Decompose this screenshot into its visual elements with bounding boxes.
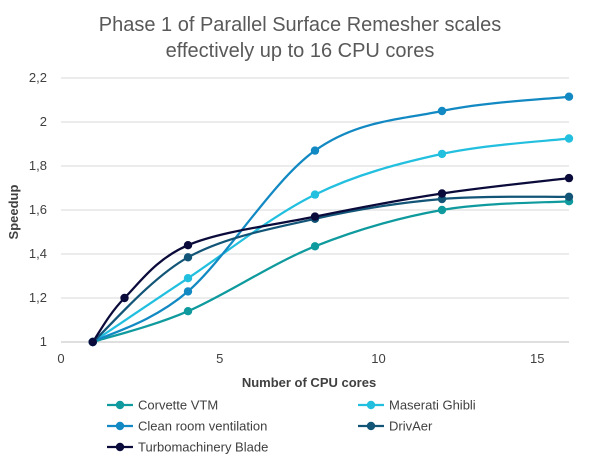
- x-tick-label: 15: [530, 351, 544, 366]
- y-tick-label: 2,2: [29, 70, 47, 85]
- legend-marker: [366, 400, 376, 410]
- series-line: [92, 200, 570, 344]
- data-point: [564, 92, 574, 101]
- data-point: [437, 189, 447, 198]
- data-point: [183, 307, 193, 316]
- legend-label: Turbomachinery Blade: [138, 440, 268, 455]
- data-point: [310, 242, 320, 251]
- legend-label: Maserati Ghibli: [389, 398, 476, 413]
- y-tick-label: 2: [40, 114, 47, 129]
- y-tick-label: 1,2: [29, 290, 47, 305]
- chart-title-line-1: Phase 1 of Parallel Surface Remesher sca…: [99, 14, 501, 36]
- gridlines: [61, 77, 569, 299]
- data-point: [183, 241, 193, 250]
- legend-marker: [115, 421, 125, 431]
- data-point: [310, 212, 320, 221]
- series-line: [91, 176, 570, 343]
- legend-marker: [115, 400, 125, 410]
- data-point: [88, 337, 97, 347]
- data-point: [183, 274, 193, 283]
- series-line: [92, 95, 570, 343]
- x-tick-label: 10: [371, 351, 385, 366]
- data-point: [437, 205, 447, 215]
- y-axis-title: Speedup: [6, 184, 21, 239]
- y-tick-label: 1,8: [29, 158, 47, 173]
- x-tick-label: 5: [216, 351, 223, 366]
- data-point: [564, 192, 574, 201]
- y-tick-label: 1,4: [29, 246, 47, 261]
- series-lines: [88, 92, 574, 347]
- x-tick-label: 0: [57, 351, 64, 366]
- data-point: [437, 106, 447, 116]
- data-point: [183, 287, 193, 296]
- legend: Corvette VTM Maserati Ghibli Clean room ve…: [107, 398, 476, 455]
- data-point: [564, 134, 574, 143]
- legend-label: DrivAer: [389, 419, 433, 434]
- legend-label: Corvette VTM: [138, 398, 218, 413]
- chart-title-line-2: effectively up to 16 CPU cores: [166, 40, 435, 62]
- data-point: [120, 293, 129, 303]
- legend-marker: [366, 421, 376, 431]
- y-axis-ticks: 1 1,2 1,4 1,6 1,8 2 2,2: [29, 70, 47, 349]
- data-point: [183, 253, 193, 262]
- data-point: [437, 149, 447, 159]
- data-point: [564, 173, 574, 183]
- data-point: [310, 146, 320, 155]
- legend-label: Clean room ventilation: [138, 419, 267, 434]
- legend-marker: [115, 442, 125, 452]
- x-axis-ticks: 0 5 10 15: [57, 351, 544, 366]
- x-axis-title: Number of CPU cores: [242, 375, 376, 390]
- data-point: [310, 190, 320, 199]
- y-tick-label: 1,6: [29, 202, 47, 217]
- y-tick-label: 1: [40, 334, 47, 349]
